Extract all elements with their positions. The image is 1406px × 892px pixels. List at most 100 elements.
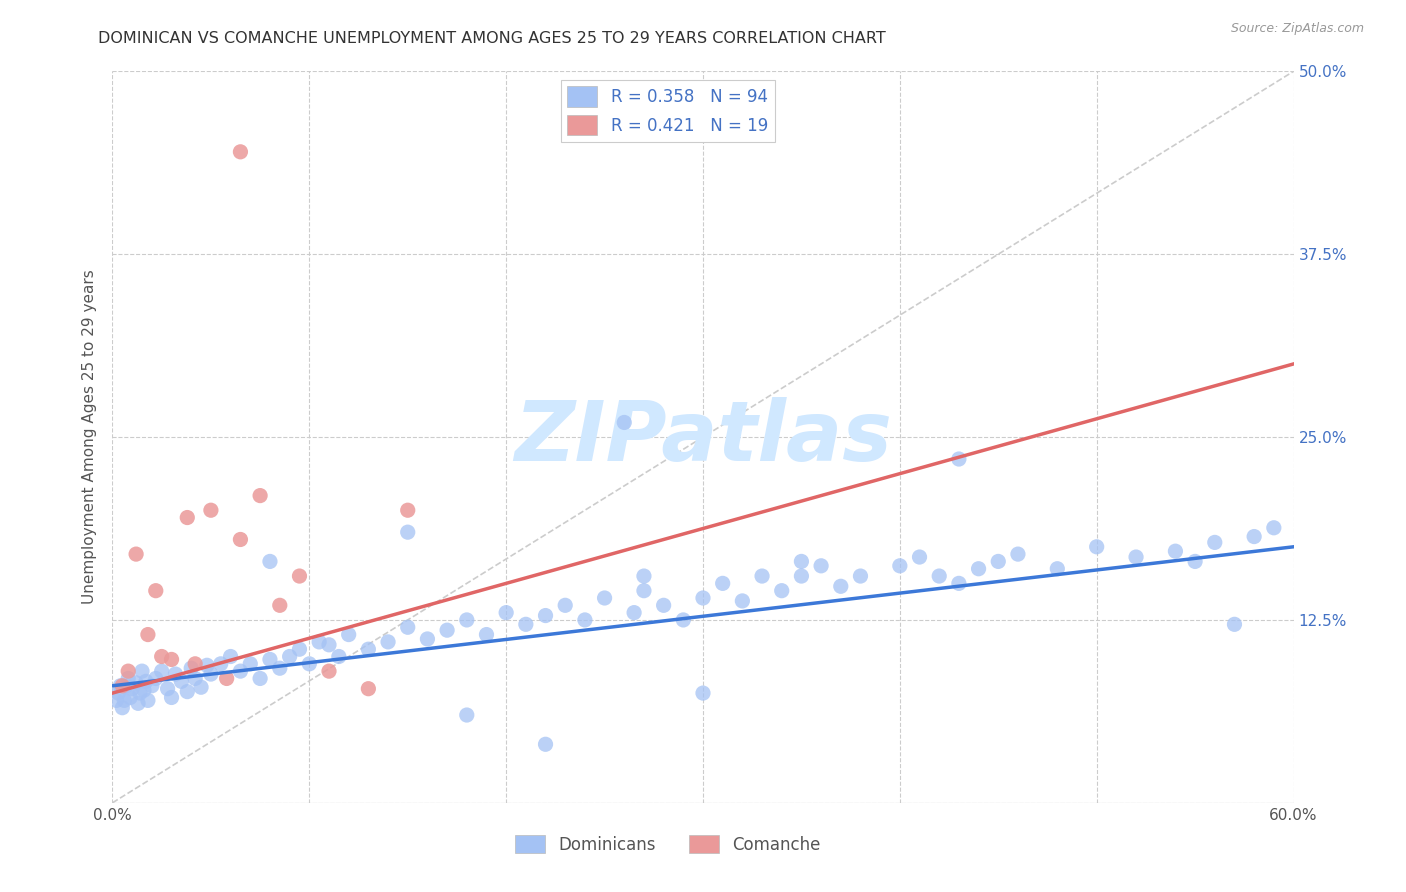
Point: [534, 737, 557, 751]
Point: [711, 576, 734, 591]
Point: [849, 569, 872, 583]
Point: [200, 667, 222, 681]
Point: [790, 554, 813, 568]
Point: [1007, 547, 1029, 561]
Point: [176, 510, 198, 524]
Point: [135, 674, 157, 689]
Text: DOMINICAN VS COMANCHE UNEMPLOYMENT AMONG AGES 25 TO 29 YEARS CORRELATION CHART: DOMINICAN VS COMANCHE UNEMPLOYMENT AMONG…: [98, 31, 886, 46]
Point: [908, 549, 931, 564]
Point: [770, 583, 793, 598]
Point: [278, 649, 301, 664]
Point: [1223, 617, 1246, 632]
Point: [160, 690, 183, 705]
Point: [150, 664, 173, 678]
Point: [328, 649, 350, 664]
Point: [219, 649, 242, 664]
Point: [928, 569, 950, 583]
Point: [652, 599, 675, 613]
Point: [170, 674, 193, 689]
Point: [1243, 530, 1265, 544]
Point: [132, 683, 155, 698]
Point: [613, 416, 636, 430]
Point: [554, 599, 576, 613]
Point: [229, 533, 252, 547]
Point: [111, 679, 134, 693]
Point: [117, 664, 139, 678]
Point: [672, 613, 695, 627]
Text: ZIPatlas: ZIPatlas: [515, 397, 891, 477]
Point: [117, 672, 139, 686]
Point: [165, 667, 187, 681]
Point: [1204, 535, 1226, 549]
Point: [136, 627, 159, 641]
Point: [131, 664, 153, 678]
Point: [127, 696, 149, 710]
Point: [180, 661, 202, 675]
Point: [209, 657, 232, 671]
Point: [377, 635, 399, 649]
Point: [145, 583, 167, 598]
Point: [318, 664, 340, 678]
Point: [396, 525, 419, 540]
Point: [110, 679, 132, 693]
Point: [574, 613, 596, 627]
Point: [623, 606, 645, 620]
Point: [129, 686, 152, 700]
Point: [269, 661, 291, 675]
Point: [115, 679, 138, 693]
Point: [475, 627, 498, 641]
Point: [456, 613, 478, 627]
Point: [948, 452, 970, 467]
Point: [259, 554, 281, 568]
Point: [948, 576, 970, 591]
Point: [790, 569, 813, 583]
Point: [239, 657, 262, 671]
Point: [141, 679, 163, 693]
Point: [195, 658, 218, 673]
Point: [1263, 521, 1285, 535]
Point: [396, 620, 419, 634]
Point: [396, 503, 419, 517]
Point: [145, 672, 167, 686]
Point: [308, 635, 330, 649]
Point: [751, 569, 773, 583]
Point: [830, 579, 852, 593]
Point: [357, 642, 380, 657]
Legend: Dominicans, Comanche: Dominicans, Comanche: [508, 829, 827, 860]
Y-axis label: Unemployment Among Ages 25 to 29 years: Unemployment Among Ages 25 to 29 years: [82, 269, 97, 605]
Point: [731, 594, 754, 608]
Point: [1125, 549, 1147, 564]
Point: [107, 686, 129, 700]
Point: [176, 684, 198, 698]
Point: [1164, 544, 1187, 558]
Point: [121, 681, 143, 696]
Point: [357, 681, 380, 696]
Point: [967, 562, 990, 576]
Point: [593, 591, 616, 605]
Point: [259, 652, 281, 666]
Point: [456, 708, 478, 723]
Point: [534, 608, 557, 623]
Point: [200, 503, 222, 517]
Point: [318, 638, 340, 652]
Point: [298, 657, 321, 671]
Text: Source: ZipAtlas.com: Source: ZipAtlas.com: [1230, 22, 1364, 36]
Point: [156, 681, 179, 696]
Point: [229, 664, 252, 678]
Point: [125, 676, 148, 690]
Point: [120, 690, 142, 705]
Point: [269, 599, 291, 613]
Point: [633, 569, 655, 583]
Point: [288, 642, 311, 657]
Point: [288, 569, 311, 583]
Point: [215, 672, 238, 686]
Point: [105, 693, 128, 707]
Point: [111, 700, 134, 714]
Point: [987, 554, 1010, 568]
Point: [515, 617, 537, 632]
Point: [633, 583, 655, 598]
Point: [112, 693, 135, 707]
Point: [1085, 540, 1108, 554]
Point: [810, 558, 832, 573]
Point: [692, 686, 714, 700]
